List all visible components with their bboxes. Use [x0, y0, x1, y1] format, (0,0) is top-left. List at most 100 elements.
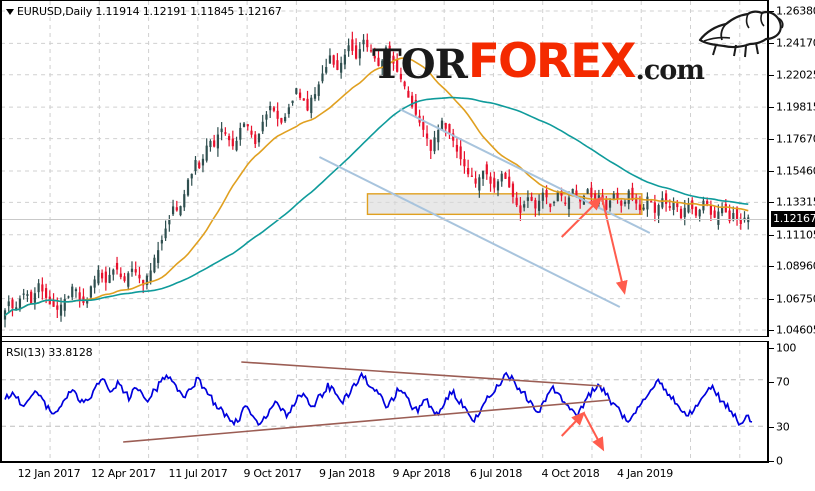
candle-body: [407, 90, 410, 98]
candle-body: [18, 298, 22, 310]
candle-body: [627, 190, 630, 204]
rsi-bounce-arrow[interactable]: [561, 411, 586, 437]
candle-body: [205, 145, 208, 161]
candle-body: [657, 205, 660, 216]
price-axis-tick: [769, 11, 774, 12]
candle-body: [683, 207, 686, 218]
rsi-upper-trendline[interactable]: [241, 361, 602, 387]
candle-body: [698, 209, 701, 217]
rsi-axis-label: 100: [776, 341, 797, 355]
candle-body: [664, 193, 668, 204]
rsi-axis-tick: [769, 381, 774, 383]
candle-body: [489, 176, 492, 184]
price-header-text: EURUSD,Daily 1.11914 1.12191 1.11845 1.1…: [17, 5, 282, 18]
bounce-arrow[interactable]: [561, 196, 603, 238]
date-axis-label: 9 Apr 2018: [392, 467, 451, 480]
candle-body: [732, 213, 735, 221]
candle-body: [265, 114, 268, 120]
candle-body: [231, 138, 234, 147]
candle-body: [724, 203, 727, 213]
candle-body: [7, 301, 10, 307]
candle-body: [612, 193, 615, 199]
date-axis-label: 9 Oct 2017: [243, 467, 302, 480]
candle-body: [63, 299, 66, 311]
candle-body: [190, 173, 193, 179]
candle-body: [739, 219, 742, 224]
price-axis-label: 1.22025: [776, 68, 815, 82]
rsi-line: [4, 371, 753, 427]
candle-body: [575, 190, 578, 197]
candle-body: [67, 296, 70, 298]
candle-body: [194, 160, 197, 171]
candle-body: [508, 176, 511, 188]
candle-body: [467, 168, 470, 175]
candle-body: [321, 73, 324, 82]
left-axis-line: [0, 0, 2, 463]
date-axis-label: 4 Jan 2019: [617, 467, 673, 480]
candle-body: [377, 57, 380, 66]
candle-body: [328, 55, 332, 64]
candle-body: [246, 124, 249, 127]
candle-body: [104, 271, 107, 283]
candle-body: [130, 268, 134, 272]
price-chart-panel[interactable]: [0, 0, 768, 337]
rsi-axis-label: 70: [776, 375, 790, 389]
candle-body: [556, 191, 559, 202]
candle-body: [171, 206, 175, 215]
price-axis-tick: [769, 107, 774, 109]
drop-arrow[interactable]: [600, 196, 628, 295]
candle-body: [224, 132, 227, 134]
logo-part-dotcom: .com: [635, 55, 704, 86]
candle-body: [291, 100, 294, 104]
bull-icon: [698, 10, 784, 58]
candle-body: [452, 133, 455, 141]
date-axis-label: 4 Oct 2018: [541, 467, 600, 480]
candle-body: [119, 273, 122, 278]
channel-upper-trendline[interactable]: [399, 108, 651, 234]
candle-body: [549, 203, 552, 208]
candle-body: [86, 299, 89, 304]
candle-body: [71, 286, 74, 298]
candle-body: [399, 73, 403, 80]
candle-body: [500, 173, 503, 182]
price-axis-tick: [769, 138, 774, 140]
candle-body: [743, 217, 746, 221]
candle-body: [157, 250, 160, 263]
price-chart-header: EURUSD,Daily 1.11914 1.12191 1.11845 1.1…: [6, 5, 282, 18]
price-axis-label: 1.13315: [776, 195, 815, 209]
candle-body: [635, 197, 638, 204]
candle-body: [276, 110, 279, 119]
candle-body: [470, 175, 473, 177]
candlestick-series: [3, 31, 750, 328]
rsi-drop-arrow[interactable]: [582, 412, 605, 452]
candle-body: [679, 208, 683, 219]
moving-average-fast: [4, 57, 749, 317]
candle-body: [504, 172, 507, 179]
moving-average-slow: [4, 96, 749, 317]
candle-body: [41, 284, 44, 292]
price-axis-label: 1.24170: [776, 36, 815, 50]
candle-body: [650, 201, 653, 203]
candle-body: [351, 39, 354, 51]
candle-body: [728, 210, 731, 222]
candle-body: [149, 270, 152, 282]
candle-body: [112, 269, 115, 275]
candle-body: [127, 273, 130, 287]
date-axis-label: 9 Jan 2018: [319, 467, 375, 480]
rsi-lower-trendline[interactable]: [123, 399, 610, 443]
rsi-axis-tick: [769, 427, 774, 429]
consolidation-zone[interactable]: [366, 193, 643, 216]
date-axis-label: 12 Jan 2017: [17, 467, 81, 480]
triangle-down-icon[interactable]: [6, 9, 14, 15]
candle-body: [272, 107, 276, 111]
rsi-indicator-panel[interactable]: [0, 341, 768, 463]
candle-body: [317, 84, 320, 96]
channel-lower-trendline[interactable]: [318, 156, 621, 308]
price-axis-label: 1.17670: [776, 132, 815, 146]
candle-body: [519, 205, 522, 213]
candle-body: [735, 207, 739, 219]
candle-body: [448, 124, 451, 135]
price-axis-tick: [769, 43, 774, 45]
candle-body: [478, 177, 481, 191]
candle-body: [153, 257, 156, 273]
